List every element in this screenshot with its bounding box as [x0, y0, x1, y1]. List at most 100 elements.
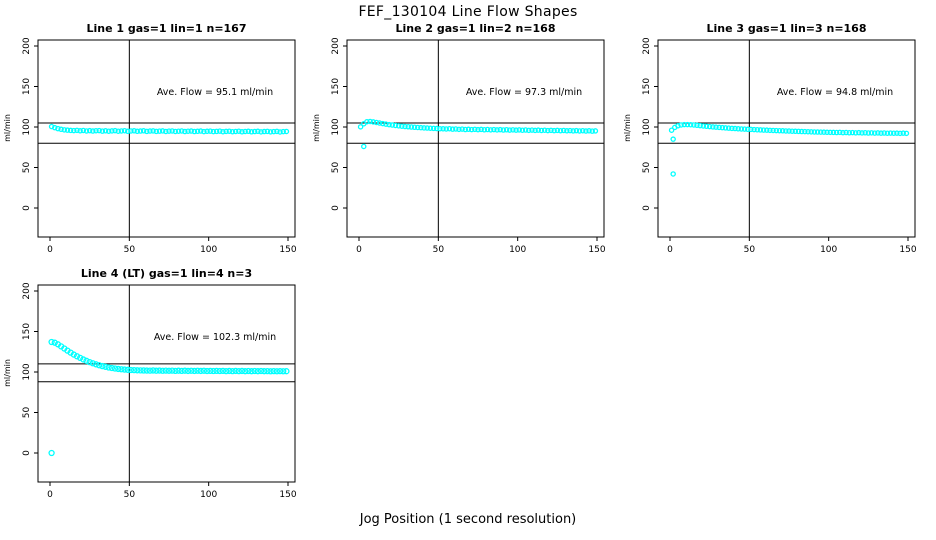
data-point: [433, 125, 440, 132]
data-point: [868, 130, 875, 136]
plot-box: [37, 284, 296, 483]
data-point: [364, 118, 370, 125]
data-point: [897, 130, 903, 137]
data-point: [589, 128, 595, 134]
x-tick-label: 50: [744, 245, 756, 255]
outlier-point: [48, 449, 55, 457]
data-point: [414, 124, 421, 131]
data-point: [786, 128, 792, 134]
data-point: [143, 367, 150, 374]
data-point: [468, 126, 475, 133]
data-point: [890, 130, 897, 136]
data-point: [551, 127, 557, 134]
data-point: [519, 127, 526, 133]
y-tick-label: 150: [22, 323, 32, 340]
data-point: [245, 128, 252, 135]
x-tick-label: 150: [279, 490, 296, 500]
data-point: [248, 368, 255, 375]
x-axis-label: Jog Position (1 second resolution): [359, 512, 577, 527]
data-point: [526, 127, 532, 134]
data-point: [70, 351, 77, 358]
data-point: [52, 124, 58, 131]
data-point: [222, 367, 230, 375]
data-point: [475, 126, 481, 133]
y-tick-label: 150: [642, 78, 652, 95]
data-point: [779, 128, 786, 134]
data-point: [484, 126, 491, 133]
data-point: [92, 361, 100, 368]
avg-flow-annotation: Ave. Flow = 102.3 ml/min: [154, 332, 276, 343]
data-point: [380, 120, 386, 127]
data-point: [165, 367, 173, 374]
data-point: [156, 128, 163, 134]
x-tick-label: 0: [47, 490, 53, 500]
data-point: [283, 368, 290, 375]
data-point: [229, 367, 236, 375]
data-point: [191, 367, 198, 375]
subplot-title: Line 1 gas=1 lin=1 n=167: [86, 22, 246, 35]
data-point: [732, 125, 738, 132]
data-point: [478, 126, 484, 133]
data-point: [223, 128, 229, 135]
data-point: [513, 127, 519, 133]
data-point: [236, 128, 242, 134]
data-point: [77, 128, 83, 134]
data-point: [424, 125, 430, 131]
data-point: [194, 367, 201, 374]
subplot-line-2: 0 50 100 150 200 0 50 100 150 ml/min Line 2 gas=1 …: [312, 18, 621, 263]
data-point: [280, 128, 286, 135]
data-point: [258, 129, 264, 135]
data-point: [408, 124, 415, 130]
data-point: [255, 128, 261, 135]
data-point: [99, 128, 106, 134]
x-tick-label: 50: [124, 490, 136, 500]
data-point: [159, 128, 166, 134]
x-tick-label: 0: [356, 245, 362, 255]
data-point: [399, 123, 405, 129]
data-point: [235, 367, 242, 375]
data-point: [149, 367, 157, 374]
data-point: [194, 128, 201, 135]
y-tick-label: 200: [22, 37, 32, 54]
data-point: [188, 128, 194, 134]
data-point: [93, 127, 99, 134]
data-point: [770, 127, 776, 134]
data-point: [427, 125, 434, 131]
data-point: [395, 123, 402, 129]
data-point: [112, 127, 118, 134]
data-point: [529, 127, 535, 133]
data-point: [159, 367, 166, 374]
data-point: [554, 127, 561, 134]
data-point: [446, 125, 453, 132]
data-point: [494, 127, 500, 133]
plot-box: [657, 39, 916, 238]
data-point: [73, 353, 81, 360]
data-point: [817, 129, 824, 135]
data-point: [130, 366, 138, 374]
data-point: [226, 128, 233, 134]
data-point: [203, 367, 211, 375]
data-point: [144, 128, 150, 135]
data-point: [865, 130, 872, 136]
data-point: [833, 129, 840, 136]
data-point: [751, 126, 757, 133]
data-point: [402, 123, 408, 130]
data-point: [373, 119, 380, 126]
data-point: [111, 365, 119, 372]
data-point: [805, 128, 811, 135]
data-point: [89, 360, 96, 367]
data-point: [245, 367, 252, 375]
data-point: [264, 367, 271, 375]
data-point: [510, 127, 516, 133]
data-point: [443, 126, 450, 132]
data-point: [418, 124, 424, 131]
data-point: [219, 367, 227, 375]
subplot-title: Line 3 gas=1 lin=3 n=168: [706, 22, 866, 35]
data-point: [500, 127, 507, 133]
data-point: [213, 367, 220, 375]
subplot-title: Line 4 (LT) gas=1 lin=4 n=3: [81, 267, 252, 280]
data-point: [162, 367, 169, 374]
data-point: [503, 127, 510, 133]
data-point: [900, 130, 906, 136]
data-point: [201, 128, 207, 135]
